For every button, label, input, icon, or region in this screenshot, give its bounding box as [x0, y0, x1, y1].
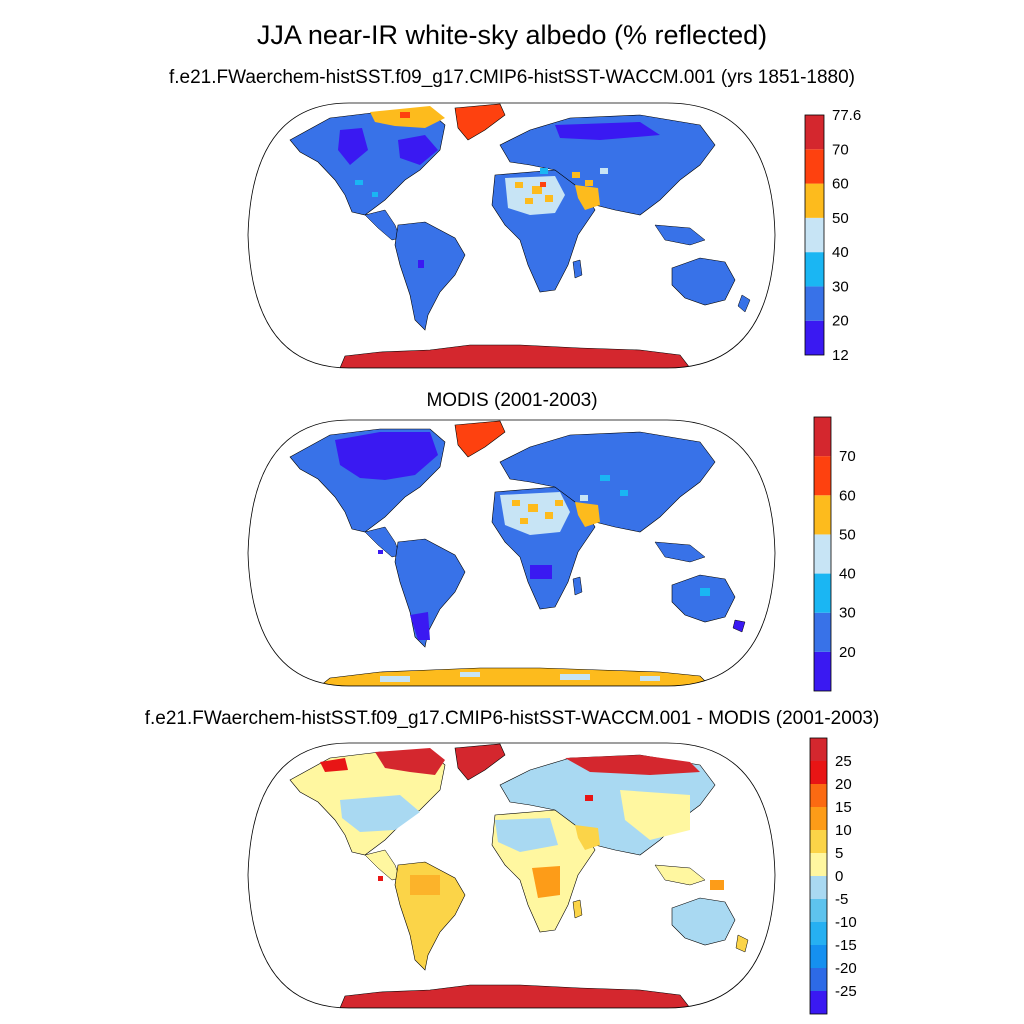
colorbar-difference: -25 -20 -15 -10 -5 0 5 10 15 20 25	[809, 737, 857, 1015]
colorbar-swatch	[814, 612, 831, 652]
colorbar-tick-label: 20	[832, 313, 849, 330]
colorbar-frame	[804, 114, 825, 356]
colorbar-tick-label: 20	[839, 644, 856, 661]
colorbar-tick-label: 30	[839, 605, 856, 622]
colorbar-swatch	[810, 968, 827, 991]
colorbar-modis: 20 30 40 50 60 70	[813, 416, 856, 692]
greenland-landmass	[454, 103, 506, 141]
south-america-landmass	[394, 221, 466, 331]
colorbar-tick-label: -5	[835, 891, 848, 908]
colorbar-swatch	[814, 417, 831, 457]
colorbar-swatch	[810, 784, 827, 807]
australia-landmass	[671, 897, 736, 946]
map-panel-model	[247, 102, 776, 369]
colorbar-tick-label: 40	[839, 566, 856, 583]
colorbar-swatch	[814, 534, 831, 574]
colorbar-swatch	[814, 456, 831, 496]
colorbar-swatch	[810, 899, 827, 922]
colorbar-swatch	[814, 573, 831, 613]
colorbar-tick-label: 70	[839, 448, 856, 465]
antarctica-landmass	[319, 667, 711, 686]
antarctica-landmass	[339, 984, 691, 1008]
colorbar-swatch	[810, 922, 827, 945]
colorbar-tick-label: 5	[835, 845, 843, 862]
colorbar-tick-label: 77.6	[832, 107, 861, 124]
colorbar-frame	[809, 737, 828, 1015]
colorbar-tick-label: -10	[835, 914, 857, 931]
colorbar-swatch	[805, 149, 824, 184]
map-outline	[247, 742, 776, 1009]
map-outline	[247, 102, 776, 369]
colorbar-tick-label: 12	[832, 347, 849, 364]
colorbar-tick-label: 15	[835, 799, 852, 816]
australia-landmass	[671, 257, 736, 306]
antarctica-landmass	[339, 344, 691, 368]
colorbar-swatch	[805, 286, 824, 321]
colorbar-tick-label: -15	[835, 937, 857, 954]
panel-subtitle-model: f.e21.FWaerchem-histSST.f09_g17.CMIP6-hi…	[168, 67, 855, 88]
colorbar-tick-label: 60	[832, 176, 849, 193]
colorbar-swatch	[810, 991, 827, 1014]
panel-subtitle-difference: f.e21.FWaerchem-histSST.f09_g17.CMIP6-hi…	[144, 708, 880, 729]
colorbar-swatch	[810, 945, 827, 968]
colorbar-tick-label: 50	[839, 526, 856, 543]
colorbar-tick-label: 20	[835, 776, 852, 793]
colorbar-swatch	[805, 320, 824, 355]
map-panel-difference	[247, 742, 776, 1009]
figure-title: JJA near-IR white-sky albedo (% reflecte…	[256, 20, 768, 50]
colorbar-swatch	[814, 651, 831, 691]
colorbar-swatch	[810, 853, 827, 876]
colorbar-tick-label: -25	[835, 983, 857, 1000]
colorbar-tick-label: 60	[839, 487, 856, 504]
colorbar-tick-label: 10	[835, 822, 852, 839]
colorbar-swatch	[810, 761, 827, 784]
colorbar-tick-label: 70	[832, 141, 849, 158]
colorbar-swatch	[805, 252, 824, 287]
colorbar-swatch	[810, 807, 827, 830]
colorbar-swatch	[814, 495, 831, 535]
colorbar-swatch	[805, 115, 824, 150]
colorbar-tick-label: 30	[832, 278, 849, 295]
colorbar-tick-label: 50	[832, 210, 849, 227]
colorbar-swatch	[810, 738, 827, 761]
colorbar-swatch	[810, 830, 827, 853]
map-panel-modis	[247, 419, 776, 687]
colorbar-tick-label: 0	[835, 868, 843, 885]
colorbar-model: 12 20 30 40 50 60 70 77.6	[804, 107, 861, 364]
colorbar-tick-label: 25	[835, 753, 852, 770]
colorbar-swatch	[805, 217, 824, 253]
australia-landmass	[671, 574, 736, 623]
map-outline	[247, 419, 776, 687]
colorbar-tick-label: -20	[835, 960, 857, 977]
colorbar-frame	[813, 416, 832, 692]
colorbar-tick-label: 40	[832, 244, 849, 261]
colorbar-swatch	[805, 183, 824, 218]
colorbar-swatch	[810, 876, 827, 899]
eurasia-landmass	[499, 431, 716, 533]
panel-subtitle-modis: MODIS (2001-2003)	[426, 390, 598, 411]
